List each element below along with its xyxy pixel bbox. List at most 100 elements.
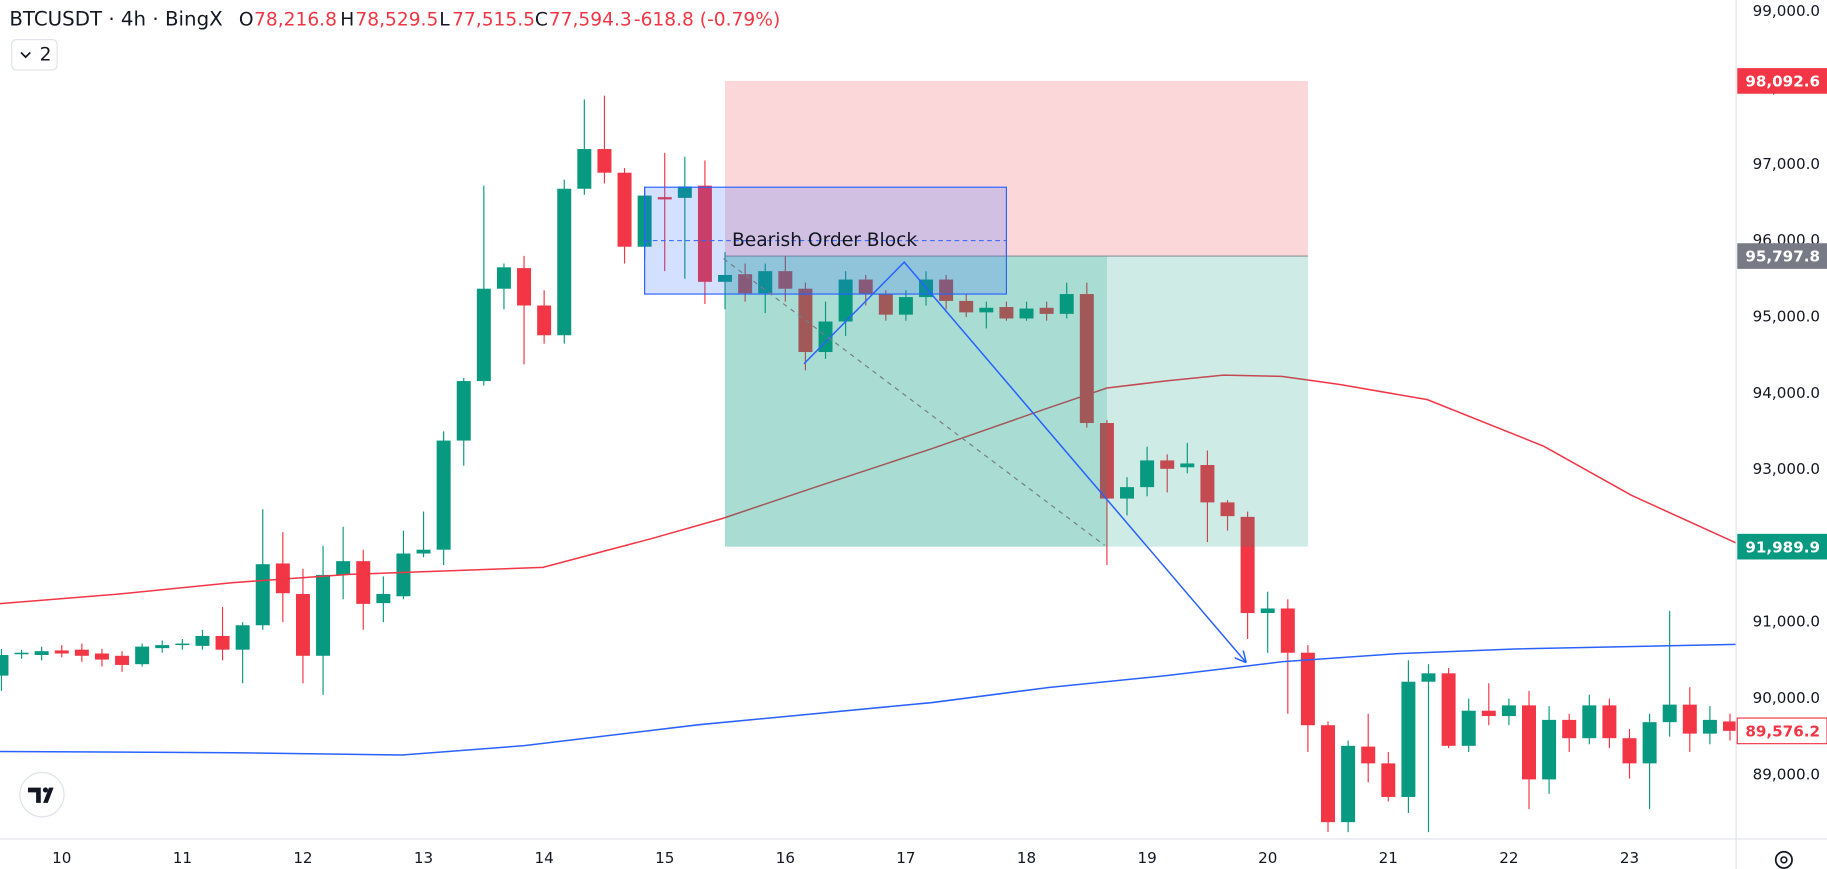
x-tick-label: 11 bbox=[173, 849, 192, 867]
candle-body bbox=[255, 564, 270, 626]
candle-body bbox=[597, 149, 612, 173]
candle-body bbox=[476, 288, 491, 382]
candle-body bbox=[195, 635, 210, 646]
gear[interactable] bbox=[1774, 850, 1793, 869]
candle-body bbox=[1341, 745, 1356, 823]
candle-body bbox=[1120, 487, 1135, 499]
y-tick-label: 97,000.0 bbox=[1753, 155, 1820, 173]
x-tick-label: 20 bbox=[1258, 849, 1277, 867]
ohlc-value: 78,529.5 bbox=[355, 9, 438, 30]
x-tick-label: 12 bbox=[293, 849, 312, 867]
candle-body bbox=[1240, 516, 1255, 614]
x-tick-label: 22 bbox=[1499, 849, 1518, 867]
candle-body bbox=[677, 186, 692, 198]
y-tick-label: 93,000.0 bbox=[1753, 460, 1820, 478]
candle-body bbox=[175, 643, 190, 646]
x-tick-label: 10 bbox=[52, 849, 71, 867]
candle-body bbox=[376, 593, 391, 604]
gear-center bbox=[1780, 856, 1788, 864]
candle-body bbox=[1642, 722, 1657, 764]
y-tick-label: 99,000.0 bbox=[1753, 2, 1820, 20]
candle-body bbox=[215, 635, 230, 650]
candle-body bbox=[537, 305, 552, 336]
candle-body bbox=[718, 274, 733, 282]
candle-body bbox=[878, 294, 893, 315]
candle-body bbox=[1180, 463, 1195, 468]
price-label-box bbox=[1737, 68, 1827, 94]
ohlc-value: 78,216.8 bbox=[254, 9, 337, 30]
candle-body bbox=[456, 381, 471, 441]
y-tick-label: 95,000.0 bbox=[1753, 307, 1820, 325]
candle-body bbox=[94, 653, 109, 660]
x-tick-label: 23 bbox=[1620, 849, 1639, 867]
candle-body bbox=[1522, 705, 1536, 780]
candle-body bbox=[1401, 681, 1416, 797]
candle-body bbox=[155, 645, 170, 649]
candle-body bbox=[1381, 763, 1396, 797]
price-label: 95,797.8 bbox=[1745, 248, 1820, 266]
change: -618.8 (-0.79%) bbox=[634, 9, 780, 30]
candle-body bbox=[999, 307, 1014, 319]
candle-body bbox=[959, 300, 974, 313]
candle-body bbox=[275, 563, 290, 594]
x-tick-label: 18 bbox=[1017, 849, 1036, 867]
settings-button[interactable] bbox=[1774, 850, 1793, 869]
candle-body bbox=[1160, 460, 1175, 469]
candle-body bbox=[14, 652, 29, 655]
moving-average bbox=[0, 643, 1737, 756]
ohlc-value: 77,515.5 bbox=[452, 9, 535, 30]
x-tick-label: 17 bbox=[896, 849, 915, 867]
candle-body bbox=[798, 288, 813, 353]
ohlc-value: 77,594.3 bbox=[549, 9, 632, 30]
candle-body bbox=[557, 188, 572, 336]
tv-logo[interactable] bbox=[19, 771, 65, 818]
candle-body bbox=[1662, 704, 1677, 723]
candle-body bbox=[1562, 719, 1577, 739]
y-tick-label: 91,000.0 bbox=[1753, 613, 1820, 631]
candle-body bbox=[1059, 294, 1074, 314]
candle-body bbox=[697, 185, 712, 282]
candle-body bbox=[356, 561, 371, 604]
header: BTCUSDT · 4h · BingX O 78,216.8 H 78,529… bbox=[9, 7, 780, 71]
candle-body bbox=[1321, 725, 1336, 823]
axes: 89,000.090,000.091,000.092,000.093,000.0… bbox=[52, 2, 1827, 867]
chevron bbox=[20, 51, 31, 59]
price-label-box bbox=[1737, 243, 1827, 269]
candle-body bbox=[1461, 710, 1476, 746]
candle-body bbox=[1099, 423, 1114, 499]
toggle-box[interactable] bbox=[11, 39, 58, 71]
x-tick-label: 14 bbox=[535, 849, 554, 867]
logo-circle[interactable] bbox=[19, 771, 65, 818]
candle-body bbox=[898, 297, 913, 315]
candle-body bbox=[738, 274, 753, 294]
candle-body bbox=[1501, 705, 1516, 717]
ohlc-key: H bbox=[340, 9, 354, 30]
y-tick-label: 94,000.0 bbox=[1753, 384, 1820, 402]
indicator-toggle[interactable]: 2 bbox=[11, 39, 58, 71]
candle-body bbox=[1682, 704, 1697, 734]
candle-body bbox=[74, 649, 89, 656]
candle-body bbox=[1481, 710, 1496, 717]
price-label-box bbox=[1737, 533, 1827, 560]
candle-body bbox=[939, 279, 954, 301]
symbol-title: BTCUSDT · 4h · BingX bbox=[9, 7, 222, 30]
candle-body bbox=[1140, 460, 1155, 488]
candle-body bbox=[1220, 502, 1235, 517]
candle-body bbox=[295, 593, 310, 656]
candle-body bbox=[0, 655, 9, 676]
candle-body bbox=[1441, 673, 1456, 746]
candle-body bbox=[1722, 721, 1737, 731]
y-tick-label: 90,000.0 bbox=[1753, 689, 1820, 707]
candle-body bbox=[1300, 652, 1315, 726]
candle-body bbox=[316, 574, 331, 656]
target-zone bbox=[725, 256, 1308, 547]
x-tick-label: 13 bbox=[414, 849, 433, 867]
candle-body bbox=[1602, 705, 1617, 739]
candle-body bbox=[396, 553, 411, 597]
y-tick-label: 89,000.0 bbox=[1753, 765, 1820, 783]
moving-average bbox=[0, 374, 1737, 605]
candle-body bbox=[778, 271, 793, 289]
ohlc-key: L bbox=[439, 9, 450, 30]
